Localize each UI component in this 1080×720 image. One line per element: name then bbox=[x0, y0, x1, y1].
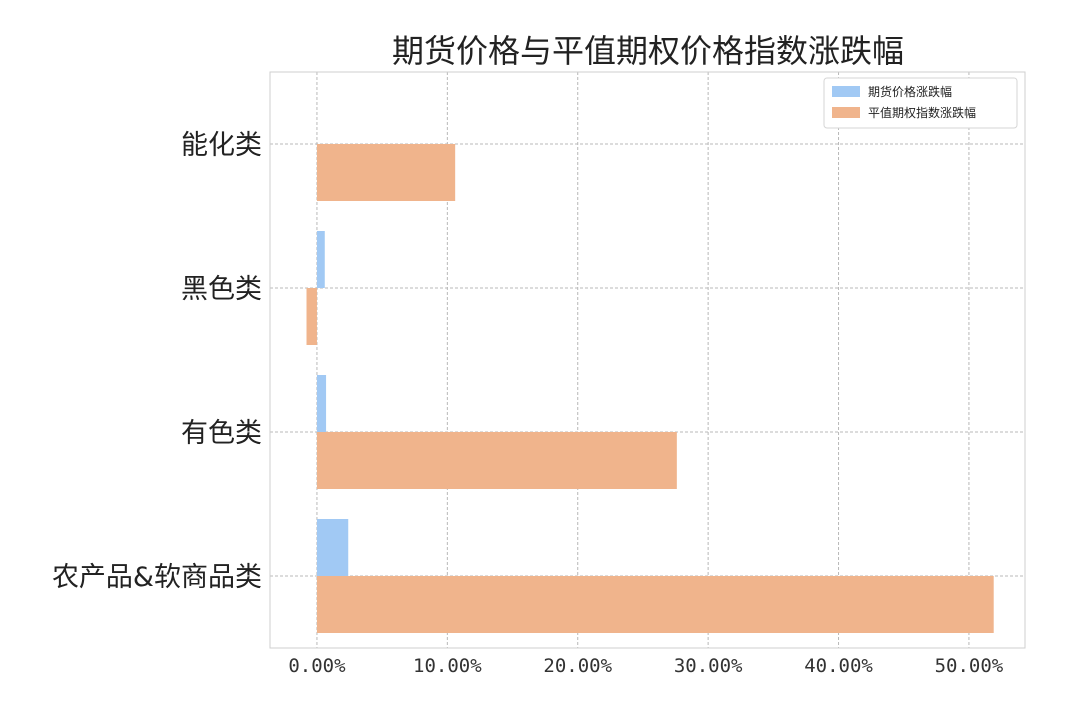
legend-swatch bbox=[832, 107, 860, 118]
x-tick-label: 30.00% bbox=[674, 655, 743, 677]
bar-options-3 bbox=[316, 576, 994, 633]
y-tick-label: 农产品&软商品类 bbox=[52, 562, 262, 593]
bar-options-0 bbox=[316, 144, 456, 201]
legend-swatch bbox=[832, 86, 860, 97]
chart-title: 期货价格与平值期权价格指数涨跌幅 bbox=[392, 32, 904, 70]
bar-options-1 bbox=[306, 288, 317, 345]
x-tick-label: 0.00% bbox=[288, 655, 346, 677]
bar-futures-3 bbox=[316, 519, 349, 576]
x-tick-label: 10.00% bbox=[413, 655, 482, 677]
bar-futures-2 bbox=[316, 375, 327, 432]
x-axis-ticks: 0.00% 10.00% 20.00% 30.00% 40.00% 50.00% bbox=[288, 655, 1003, 677]
legend-box bbox=[823, 77, 1018, 129]
plot-area-frame bbox=[269, 71, 1026, 649]
bar-futures-1 bbox=[316, 231, 325, 288]
x-tick-label: 40.00% bbox=[804, 655, 873, 677]
legend-label: 平值期权指数涨跌幅 bbox=[868, 105, 976, 120]
y-tick-label: 黑色类 bbox=[181, 274, 262, 305]
y-tick-label: 有色类 bbox=[181, 418, 262, 449]
legend-label: 期货价格涨跌幅 bbox=[868, 84, 952, 99]
bars bbox=[306, 144, 994, 633]
x-tick-label: 50.00% bbox=[935, 655, 1004, 677]
y-tick-label: 能化类 bbox=[181, 130, 262, 161]
x-tick-label: 20.00% bbox=[543, 655, 612, 677]
bar-options-2 bbox=[316, 432, 677, 489]
